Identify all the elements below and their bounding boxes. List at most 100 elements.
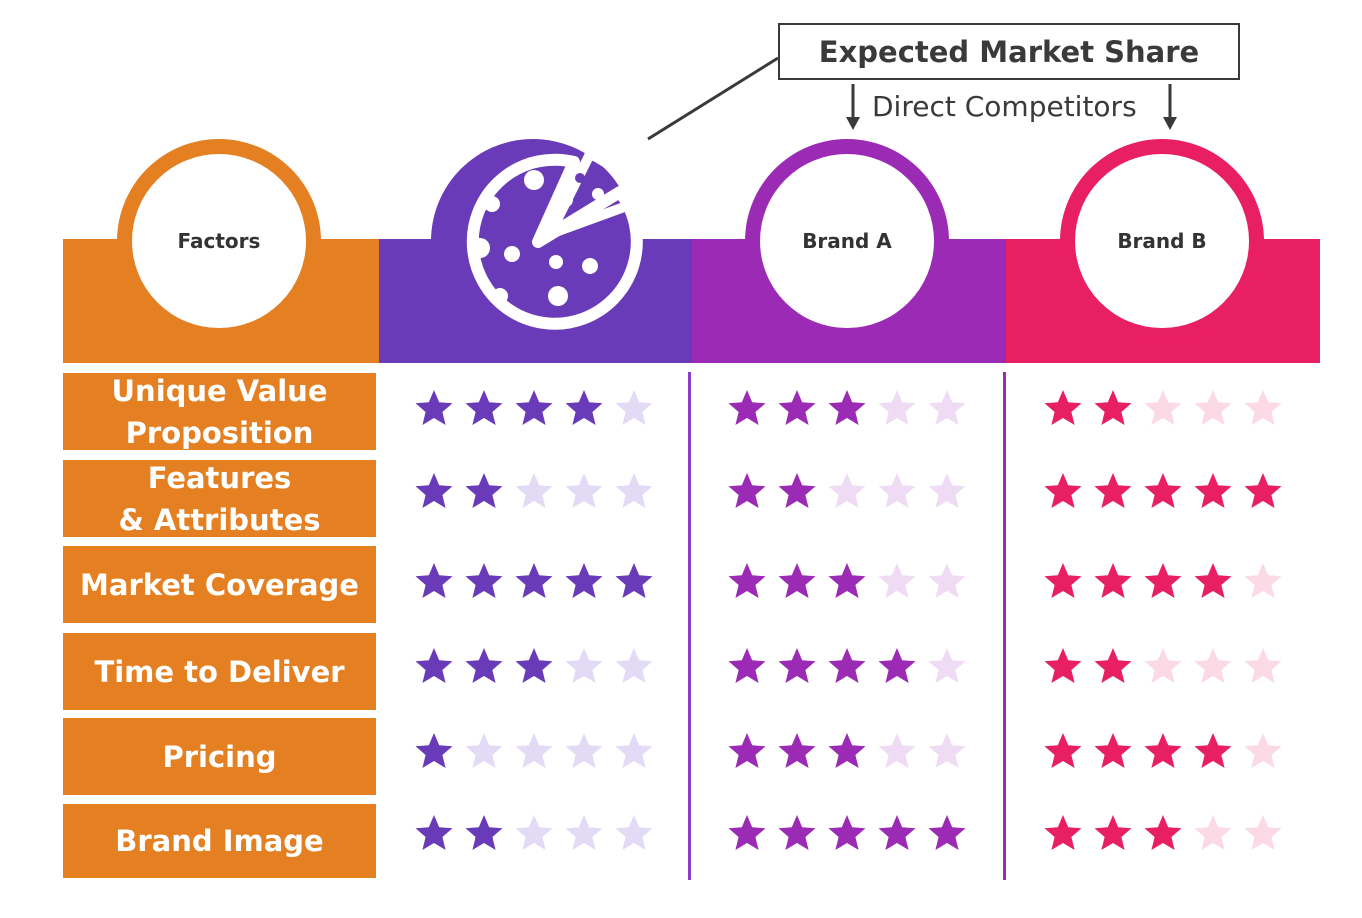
rating-brand-b-row bbox=[1043, 813, 1283, 853]
rating-brand-a-row bbox=[727, 813, 967, 853]
star-empty-icon bbox=[877, 388, 917, 428]
star-filled-icon bbox=[1043, 731, 1083, 771]
star-filled-icon bbox=[927, 813, 967, 853]
rating-own-row bbox=[414, 731, 654, 771]
star-empty-icon bbox=[614, 813, 654, 853]
factor-pricing: Pricing bbox=[63, 718, 376, 795]
star-empty-icon bbox=[614, 388, 654, 428]
star-empty-icon bbox=[927, 388, 967, 428]
star-filled-icon bbox=[1093, 471, 1133, 511]
star-filled-icon bbox=[727, 388, 767, 428]
star-empty-icon bbox=[514, 731, 554, 771]
market-share-callout: Expected Market Share bbox=[778, 23, 1240, 80]
star-filled-icon bbox=[1043, 561, 1083, 601]
factor-label: Unique Value Proposition bbox=[111, 373, 328, 450]
star-filled-icon bbox=[1143, 731, 1183, 771]
star-filled-icon bbox=[464, 388, 504, 428]
star-filled-icon bbox=[727, 813, 767, 853]
star-filled-icon bbox=[564, 388, 604, 428]
star-empty-icon bbox=[927, 646, 967, 686]
star-filled-icon bbox=[727, 646, 767, 686]
rating-brand-b-row bbox=[1043, 646, 1283, 686]
factors-badge: Factors bbox=[132, 154, 306, 328]
factor-label: Pricing bbox=[162, 739, 277, 774]
star-empty-icon bbox=[1143, 388, 1183, 428]
star-empty-icon bbox=[1243, 561, 1283, 601]
star-empty-icon bbox=[614, 646, 654, 686]
topping bbox=[524, 170, 544, 190]
star-filled-icon bbox=[464, 471, 504, 511]
topping bbox=[470, 238, 490, 258]
star-empty-icon bbox=[877, 731, 917, 771]
star-filled-icon bbox=[614, 561, 654, 601]
star-filled-icon bbox=[414, 646, 454, 686]
direct-competitors-label: Direct Competitors bbox=[872, 90, 1137, 123]
star-filled-icon bbox=[464, 646, 504, 686]
brand-a-badge: Brand A bbox=[760, 154, 934, 328]
slice-topping bbox=[592, 188, 604, 200]
factor-label: Time to Deliver bbox=[94, 654, 345, 689]
topping bbox=[549, 255, 563, 269]
star-empty-icon bbox=[614, 471, 654, 511]
star-filled-icon bbox=[877, 646, 917, 686]
star-filled-icon bbox=[464, 561, 504, 601]
arrow-brand-a-head bbox=[846, 117, 860, 130]
rating-brand-a-row bbox=[727, 561, 967, 601]
column-divider-brand-b bbox=[1003, 372, 1006, 880]
factor-market-coverage: Market Coverage bbox=[63, 546, 376, 623]
star-filled-icon bbox=[1243, 471, 1283, 511]
star-filled-icon bbox=[777, 471, 817, 511]
star-filled-icon bbox=[514, 561, 554, 601]
pizza-outline bbox=[466, 153, 643, 330]
star-empty-icon bbox=[514, 813, 554, 853]
star-empty-icon bbox=[877, 561, 917, 601]
star-filled-icon bbox=[1093, 388, 1133, 428]
pizza-crust-arc bbox=[591, 135, 655, 201]
star-filled-icon bbox=[1093, 731, 1133, 771]
brand-b-ring: Brand B bbox=[1060, 139, 1264, 343]
brand-b-heading: Brand B bbox=[1117, 229, 1207, 253]
slice-topping-gap bbox=[575, 173, 585, 183]
rating-brand-a-row bbox=[727, 471, 967, 511]
star-empty-icon bbox=[1243, 388, 1283, 428]
topping bbox=[559, 193, 573, 207]
star-filled-icon bbox=[1193, 471, 1233, 511]
star-empty-icon bbox=[564, 731, 604, 771]
star-filled-icon bbox=[1193, 561, 1233, 601]
star-filled-icon bbox=[514, 646, 554, 686]
star-empty-icon bbox=[1193, 388, 1233, 428]
star-filled-icon bbox=[777, 646, 817, 686]
star-empty-icon bbox=[464, 731, 504, 771]
star-filled-icon bbox=[727, 561, 767, 601]
star-empty-icon bbox=[1143, 646, 1183, 686]
star-filled-icon bbox=[1043, 388, 1083, 428]
callout-leader-line bbox=[647, 56, 779, 141]
rating-brand-a-row bbox=[727, 388, 967, 428]
star-filled-icon bbox=[777, 561, 817, 601]
arrow-brand-b-head bbox=[1163, 117, 1177, 130]
star-filled-icon bbox=[414, 561, 454, 601]
star-empty-icon bbox=[1243, 731, 1283, 771]
star-empty-icon bbox=[877, 471, 917, 511]
topping bbox=[492, 288, 508, 304]
rating-brand-b-row bbox=[1043, 471, 1283, 511]
star-filled-icon bbox=[1093, 561, 1133, 601]
star-filled-icon bbox=[1193, 731, 1233, 771]
star-empty-icon bbox=[564, 646, 604, 686]
star-filled-icon bbox=[1043, 813, 1083, 853]
factor-label: Features & Attributes bbox=[118, 460, 321, 537]
star-filled-icon bbox=[1043, 646, 1083, 686]
rating-brand-a-row bbox=[727, 731, 967, 771]
star-filled-icon bbox=[827, 561, 867, 601]
star-empty-icon bbox=[1243, 813, 1283, 853]
callout-title: Expected Market Share bbox=[818, 34, 1200, 69]
rating-brand-b-row bbox=[1043, 731, 1283, 771]
star-filled-icon bbox=[727, 471, 767, 511]
star-filled-icon bbox=[1143, 471, 1183, 511]
star-filled-icon bbox=[877, 813, 917, 853]
brand-a-ring: Brand A bbox=[745, 139, 949, 343]
rating-own-row bbox=[414, 388, 654, 428]
rating-own-row bbox=[414, 471, 654, 511]
star-empty-icon bbox=[927, 561, 967, 601]
